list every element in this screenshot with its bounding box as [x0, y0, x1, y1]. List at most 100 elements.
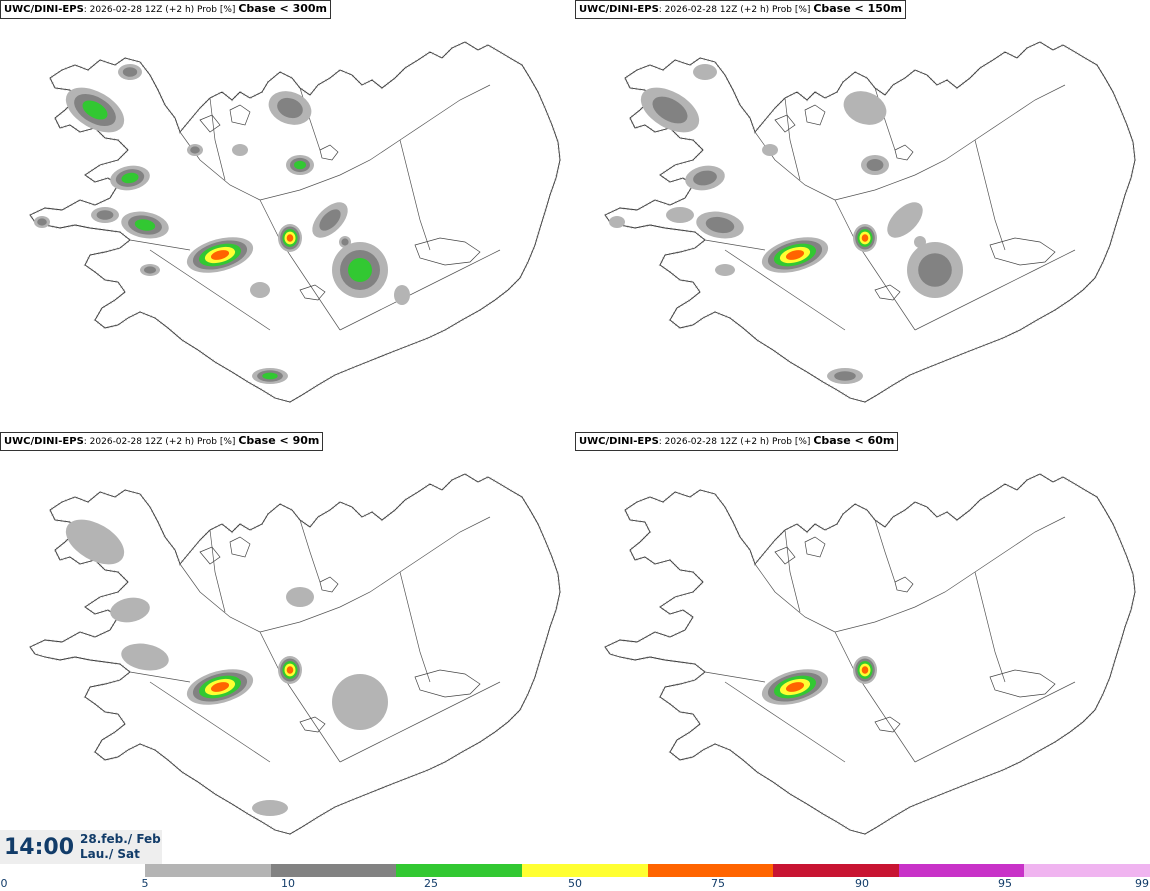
probability-contour	[861, 666, 869, 674]
region-border	[259, 139, 401, 201]
panel-title: UWC/DINI-EPS: 2026-02-28 12Z (+2 h) Prob…	[575, 0, 906, 19]
probability-contour	[918, 253, 952, 287]
region-border	[974, 516, 1066, 573]
map-layer	[603, 472, 1137, 836]
map-layer	[28, 472, 562, 836]
region-border	[399, 139, 431, 251]
panel-cbase-300m: UWC/DINI-EPS: 2026-02-28 12Z (+2 h) Prob…	[0, 0, 575, 432]
region-border	[129, 671, 191, 683]
panel-title: UWC/DINI-EPS: 2026-02-28 12Z (+2 h) Prob…	[0, 432, 324, 451]
region-border	[834, 199, 916, 331]
lake	[299, 284, 326, 301]
probability-contour	[348, 258, 372, 282]
region-border	[129, 239, 191, 251]
probability-contour	[693, 170, 717, 186]
region-border	[399, 84, 491, 141]
region-border	[149, 681, 271, 763]
region-border	[784, 529, 801, 613]
region-border	[914, 681, 1076, 763]
map-layer	[603, 40, 1137, 404]
probability-contour	[110, 597, 150, 623]
region-border	[754, 563, 836, 633]
probability-contour	[144, 266, 156, 274]
coastline-detail	[603, 472, 1137, 836]
probability-contour	[762, 144, 778, 156]
valid-day: Lau./ Sat	[80, 847, 140, 861]
probability-contour	[37, 218, 47, 226]
iceland-map	[28, 40, 562, 404]
probability-contour	[252, 800, 288, 816]
colorbar-segment	[396, 864, 523, 877]
region-border	[209, 529, 226, 613]
probability-contour	[82, 100, 108, 120]
region-border	[914, 249, 1076, 331]
colorbar-tick-label: 5	[141, 877, 149, 890]
lake	[894, 144, 914, 161]
lake	[989, 669, 1056, 698]
lake	[199, 546, 221, 565]
probability-contour	[785, 682, 805, 692]
region-border	[834, 571, 976, 633]
valid-date: 28.feb./ Feb	[80, 832, 161, 846]
region-border	[339, 681, 501, 763]
probability-contour	[210, 682, 230, 692]
panel-cbase-60m: UWC/DINI-EPS: 2026-02-28 12Z (+2 h) Prob…	[575, 432, 1150, 864]
region-border	[874, 519, 896, 583]
colorbar-segment	[521, 864, 648, 877]
probability-contour	[666, 207, 694, 223]
region-border	[784, 97, 801, 181]
colorbar-segment	[145, 864, 272, 877]
region-border	[399, 516, 491, 573]
colorbar-tick-label: 95	[998, 877, 1012, 890]
colorbar-tick-label: 99	[1135, 877, 1149, 890]
lake	[894, 576, 914, 593]
map-layer	[28, 40, 562, 404]
panel-title: UWC/DINI-EPS: 2026-02-28 12Z (+2 h) Prob…	[575, 432, 899, 451]
colorbar-tick-label: 50	[568, 877, 582, 890]
probability-contour	[277, 97, 303, 119]
region-border	[259, 571, 401, 633]
region-border	[834, 631, 916, 763]
lake	[774, 114, 796, 133]
probability-contour	[294, 160, 306, 170]
probability-contour	[861, 234, 869, 242]
probability-contour	[319, 209, 341, 231]
region-border	[704, 239, 766, 251]
probability-contour	[134, 219, 156, 231]
colorbar-tick-label: 75	[711, 877, 725, 890]
coastline	[29, 473, 561, 835]
probability-contour	[609, 216, 625, 228]
probability-contour	[834, 371, 856, 381]
colorbar-segment	[270, 864, 397, 877]
probability-contour	[693, 64, 717, 80]
lake	[774, 546, 796, 565]
probability-contour	[715, 264, 735, 276]
probability-contour	[121, 643, 169, 671]
panel-title: UWC/DINI-EPS: 2026-02-28 12Z (+2 h) Prob…	[0, 0, 331, 19]
colorbar-segment	[773, 864, 900, 877]
lake	[319, 576, 339, 593]
probability-contour	[96, 210, 114, 220]
lake	[199, 114, 221, 133]
probability-contour	[190, 146, 200, 154]
colorbar-tick-label: 10	[281, 877, 295, 890]
colorbar-tick-label: 90	[855, 877, 869, 890]
probability-contour	[121, 172, 139, 184]
iceland-map	[603, 40, 1137, 404]
region-border	[149, 249, 271, 331]
region-border	[724, 681, 846, 763]
probability-contour	[843, 91, 887, 125]
probability-contour	[250, 282, 270, 298]
colorbar-segment	[898, 864, 1025, 877]
region-border	[724, 249, 846, 331]
probability-contour	[210, 250, 230, 260]
iceland-map	[603, 472, 1137, 836]
region-border	[299, 519, 321, 583]
region-border	[339, 249, 501, 331]
probability-contour	[286, 666, 294, 674]
probability-contour	[705, 216, 735, 234]
probability-contour	[652, 96, 688, 124]
panel-cbase-90m: UWC/DINI-EPS: 2026-02-28 12Z (+2 h) Prob…	[0, 432, 575, 864]
region-border	[974, 571, 1006, 683]
lake	[804, 536, 826, 558]
